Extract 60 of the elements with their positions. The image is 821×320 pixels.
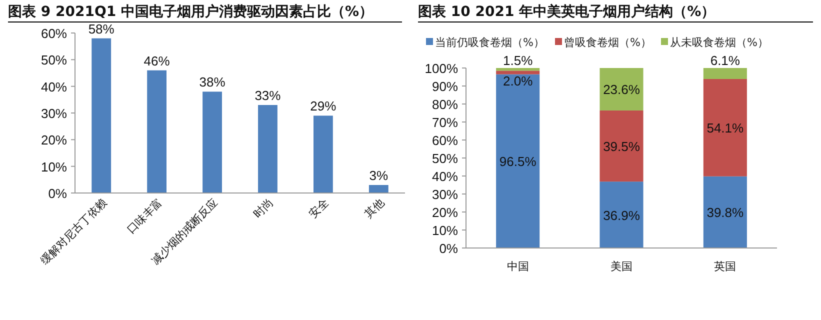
bar — [92, 38, 112, 193]
chart-title: 图表 10 2021 年中美英电子烟用户结构（%） — [418, 3, 716, 20]
bar — [313, 116, 333, 193]
data-label: 3% — [369, 168, 388, 183]
y-tick-label: 60% — [40, 26, 68, 41]
bar — [703, 176, 747, 248]
legend-label: 曾吸食卷烟（%） — [564, 36, 652, 49]
bar — [202, 92, 222, 193]
data-label: 46% — [144, 53, 170, 68]
data-label: 29% — [310, 98, 337, 114]
y-tick-label: 30% — [432, 187, 458, 202]
data-label: 36.9% — [603, 208, 640, 223]
y-tick-label: 10% — [40, 159, 68, 174]
bar — [703, 68, 747, 79]
y-tick-label: 20% — [40, 132, 68, 148]
data-label: 38% — [199, 74, 226, 90]
x-tick-label: 安全 — [306, 196, 332, 221]
data-label: 58% — [88, 21, 115, 36]
bar — [147, 70, 167, 193]
y-tick-label: 20% — [432, 205, 458, 220]
bar — [258, 105, 278, 193]
x-tick-label: 其他 — [362, 196, 387, 221]
data-label: 2.0% — [503, 73, 534, 88]
bar — [600, 182, 644, 248]
bar — [368, 185, 388, 193]
legend-label: 当前仍吸食卷烟（%） — [435, 36, 544, 49]
data-label: 54.1% — [706, 120, 744, 136]
x-tick-label: 中国 — [506, 260, 529, 273]
y-tick-label: 30% — [40, 106, 68, 121]
y-tick-label: 70% — [432, 115, 458, 130]
bar — [703, 78, 747, 176]
y-tick-label: 60% — [432, 133, 458, 148]
x-tick-label: 时尚 — [251, 196, 276, 221]
y-tick-label: 90% — [432, 79, 458, 94]
x-tick-label: 美国 — [610, 260, 632, 273]
chart-title: 图表 9 2021Q1 中国电子烟用户消费驱动因素占比（%） — [8, 3, 373, 20]
y-tick-label: 0% — [48, 186, 68, 201]
y-tick-label: 100% — [424, 61, 458, 76]
x-tick-label: 英国 — [714, 260, 736, 273]
bar — [600, 110, 644, 182]
y-tick-label: 0% — [439, 241, 458, 256]
data-label: 23.6% — [603, 82, 640, 98]
y-tick-label: 50% — [432, 151, 458, 166]
bar — [496, 70, 540, 74]
data-label: 6.1% — [710, 53, 740, 68]
y-tick-label: 80% — [432, 97, 458, 112]
bar — [600, 68, 644, 110]
y-tick-label: 40% — [40, 79, 68, 94]
data-label: 39.8% — [706, 205, 744, 220]
data-label: 96.5% — [499, 154, 537, 170]
data-label: 39.5% — [603, 139, 640, 154]
data-label: 33% — [254, 88, 282, 103]
y-tick-label: 10% — [432, 223, 458, 238]
y-tick-label: 40% — [432, 169, 458, 184]
x-tick-label: 口味丰富 — [124, 196, 165, 236]
legend-label: 从未吸食卷烟（%） — [670, 36, 768, 49]
bar — [496, 74, 540, 248]
y-tick-label: 50% — [40, 52, 68, 68]
data-label: 1.5% — [503, 53, 534, 68]
bar — [496, 68, 540, 71]
